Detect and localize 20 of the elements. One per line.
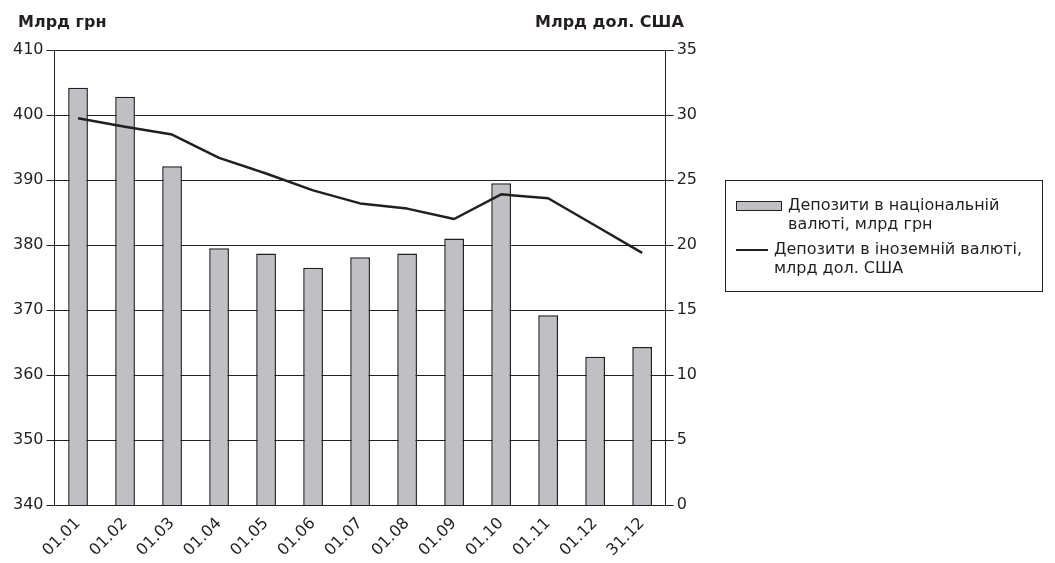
- y-tick-label: 380: [12, 234, 44, 254]
- y-axis-title: Млрд грн: [18, 12, 107, 31]
- y2-tick-label: 25: [676, 169, 697, 189]
- y-tick-label: 360: [12, 364, 44, 384]
- y-tick-label: 350: [12, 429, 44, 449]
- y2-tick-label: 15: [676, 299, 697, 319]
- y-tick-label: 400: [12, 104, 44, 124]
- y2-tick-label: 0: [676, 494, 687, 514]
- y-tick-label: 370: [12, 299, 44, 319]
- y2-tick-label: 10: [676, 364, 697, 384]
- y2-tick-label: 35: [676, 39, 697, 59]
- y-tick-label: 410: [12, 39, 44, 59]
- y2-tick-label: 20: [676, 234, 697, 254]
- legend-label: Депозити в національній валюті, млрд грн: [788, 195, 1001, 233]
- y2-axis-title: Млрд дол. США: [535, 12, 684, 31]
- y-tick-label: 390: [12, 169, 44, 189]
- y2-tick-label: 30: [676, 104, 697, 124]
- y-tick-label: 340: [12, 494, 44, 514]
- legend-label: Депозити в іноземній валюті, млрд дол. США: [774, 239, 1024, 277]
- y2-tick-label: 5: [676, 429, 687, 449]
